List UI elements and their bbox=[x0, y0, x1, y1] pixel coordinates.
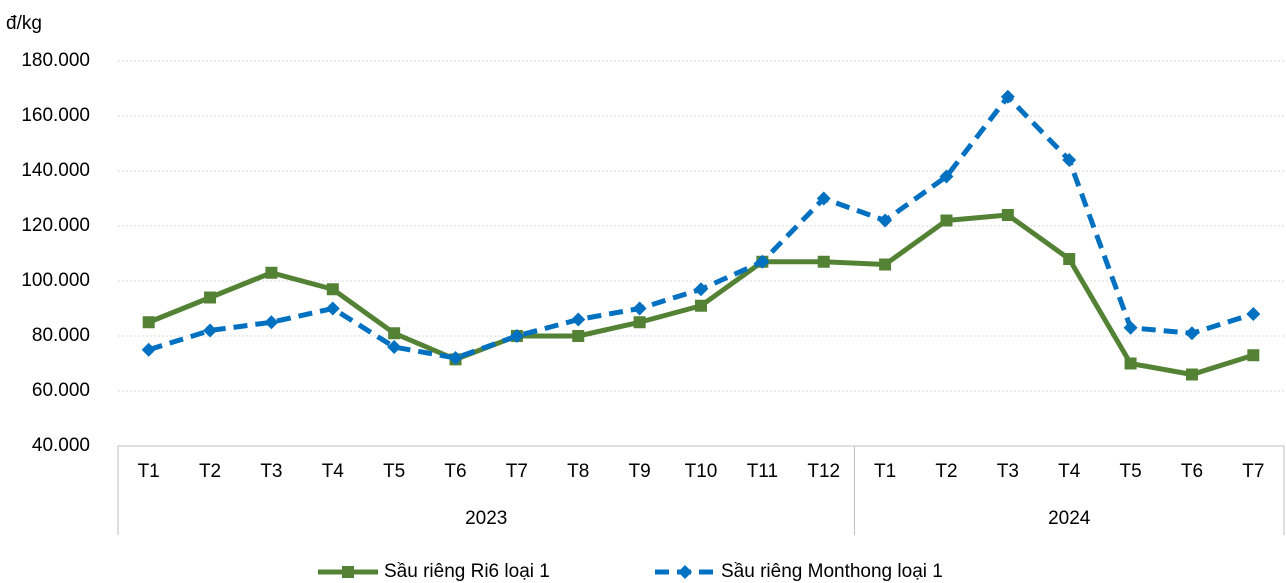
x-tick-label: T3 bbox=[997, 461, 1019, 482]
point bbox=[817, 255, 830, 268]
point bbox=[141, 342, 156, 357]
x-tick-label: T8 bbox=[567, 461, 589, 482]
point bbox=[1000, 89, 1015, 104]
y-tick-label: 140.000 bbox=[21, 160, 90, 181]
point bbox=[1247, 349, 1260, 362]
x-group-label: 2023 bbox=[465, 508, 507, 529]
x-tick-label: T11 bbox=[747, 461, 778, 482]
point bbox=[879, 258, 892, 271]
point bbox=[816, 191, 831, 206]
point bbox=[264, 315, 279, 330]
point bbox=[1063, 253, 1076, 265]
x-tick-label: T6 bbox=[444, 461, 466, 482]
y-tick-label: 40.000 bbox=[32, 435, 90, 456]
point bbox=[325, 301, 340, 316]
point bbox=[203, 323, 218, 338]
legend-label: Sầu riêng Ri6 loại 1 bbox=[384, 561, 550, 582]
x-tick-label: T5 bbox=[1119, 461, 1141, 482]
point bbox=[509, 329, 524, 343]
x-group-label: 2024 bbox=[1048, 508, 1091, 529]
point bbox=[940, 214, 953, 227]
y-tick-label: 160.000 bbox=[21, 105, 90, 126]
y-tick-label: 120.000 bbox=[21, 215, 90, 236]
x-tick-label: T1 bbox=[138, 461, 160, 482]
point bbox=[1246, 307, 1261, 321]
legend-marker bbox=[342, 566, 354, 578]
point bbox=[878, 213, 893, 228]
point bbox=[571, 312, 586, 327]
x-tick-label: T4 bbox=[322, 461, 345, 482]
point bbox=[1184, 326, 1199, 341]
x-tick-label: T9 bbox=[629, 461, 651, 482]
x-tick-label: T4 bbox=[1058, 461, 1081, 482]
point bbox=[572, 330, 585, 342]
x-tick-label: T5 bbox=[383, 461, 405, 482]
point bbox=[694, 282, 708, 297]
point bbox=[755, 254, 770, 269]
point bbox=[632, 301, 647, 316]
point bbox=[1001, 209, 1014, 221]
x-tick-label: T7 bbox=[1242, 461, 1264, 482]
point bbox=[633, 316, 646, 329]
y-tick-label: 60.000 bbox=[32, 380, 90, 401]
y-tick-label: 100.000 bbox=[21, 270, 90, 291]
x-tick-label: T2 bbox=[935, 461, 957, 482]
point bbox=[1062, 153, 1077, 167]
y-unit: đ/kg bbox=[6, 13, 42, 34]
point bbox=[695, 299, 707, 312]
point bbox=[1123, 320, 1138, 335]
line bbox=[147, 94, 1255, 361]
point bbox=[387, 340, 402, 354]
x-tick-label: T7 bbox=[506, 461, 528, 482]
x-tick-label: T2 bbox=[199, 461, 221, 482]
point bbox=[204, 291, 217, 304]
x-tick-label: T1 bbox=[874, 461, 896, 482]
point bbox=[142, 316, 155, 329]
legend-marker bbox=[678, 565, 692, 579]
x-tick-label: T3 bbox=[260, 461, 282, 482]
point bbox=[326, 283, 339, 296]
y-tick-label: 80.000 bbox=[32, 325, 90, 346]
y-tick-label: 180.000 bbox=[21, 50, 90, 71]
point bbox=[1124, 357, 1137, 370]
point bbox=[448, 351, 463, 365]
legend-label: Sầu riêng Monthong loại 1 bbox=[721, 561, 943, 582]
x-tick-label: T12 bbox=[807, 461, 840, 482]
x-tick-label: T6 bbox=[1181, 461, 1203, 482]
x-tick-label: T10 bbox=[685, 461, 718, 482]
point bbox=[265, 266, 278, 279]
point bbox=[939, 169, 954, 184]
point bbox=[1185, 368, 1198, 381]
point bbox=[388, 327, 401, 340]
